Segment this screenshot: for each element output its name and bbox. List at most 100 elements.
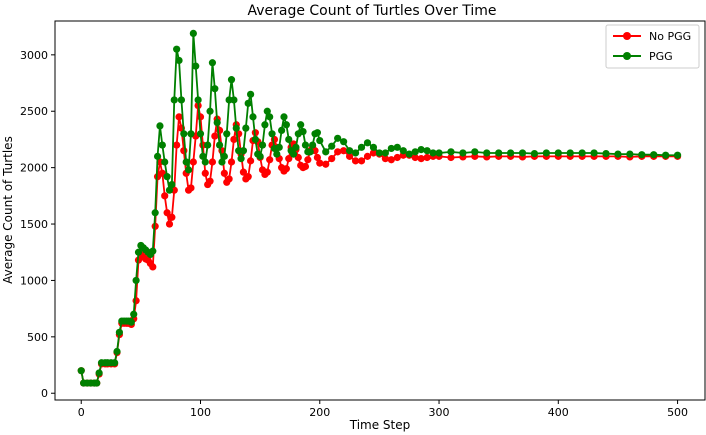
data-point-pgg — [417, 145, 425, 154]
data-point-no-pgg — [208, 158, 217, 166]
data-point-pgg — [316, 136, 324, 145]
data-point-pgg — [204, 141, 212, 149]
data-point-pgg — [175, 56, 183, 65]
x-tick-label: 0 — [78, 406, 85, 419]
data-point-pgg — [165, 186, 174, 194]
x-tick-label: 300 — [429, 406, 450, 419]
data-point-pgg — [435, 149, 443, 157]
data-point-pgg — [194, 96, 202, 104]
data-point-pgg — [244, 99, 252, 107]
data-point-pgg — [161, 158, 169, 166]
data-point-pgg — [189, 29, 197, 38]
data-point-pgg — [507, 149, 515, 157]
data-point-no-pgg — [340, 147, 348, 155]
data-point-pgg — [211, 85, 219, 93]
data-point-no-pgg — [201, 169, 209, 177]
data-point-pgg — [170, 96, 178, 104]
data-point-pgg — [340, 138, 348, 146]
chart-title: Average Count of Turtles Over Time — [247, 3, 496, 19]
data-point-pgg — [590, 149, 598, 157]
data-point-pgg — [411, 148, 419, 156]
data-point-pgg — [232, 124, 240, 132]
data-point-no-pgg — [345, 152, 354, 160]
data-point-pgg — [173, 45, 181, 53]
data-point-pgg — [285, 135, 293, 144]
data-point-pgg — [375, 149, 383, 157]
data-point-pgg — [151, 209, 159, 217]
y-tick-label: 1500 — [20, 218, 48, 231]
data-point-pgg — [351, 149, 360, 157]
data-point-pgg — [263, 107, 271, 115]
data-point-pgg — [292, 143, 300, 151]
data-point-pgg — [662, 151, 670, 159]
data-point-pgg — [213, 118, 221, 127]
data-point-pgg — [113, 347, 121, 356]
data-point-pgg — [495, 149, 503, 157]
data-point-pgg — [237, 155, 245, 163]
data-point-pgg — [405, 150, 413, 158]
data-point-pgg — [673, 151, 682, 159]
data-point-pgg — [306, 148, 314, 156]
data-point-pgg — [518, 149, 527, 157]
data-point-pgg — [273, 150, 281, 158]
data-point-pgg — [177, 96, 186, 104]
legend-marker-pgg — [623, 52, 631, 60]
data-point-no-pgg — [313, 153, 321, 162]
y-tick-label: 500 — [27, 331, 48, 344]
data-point-pgg — [261, 121, 269, 129]
y-tick-label: 3000 — [20, 49, 48, 62]
data-point-no-pgg — [423, 153, 431, 162]
data-point-pgg — [227, 76, 236, 84]
data-point-pgg — [196, 130, 205, 138]
data-point-pgg — [127, 318, 135, 326]
data-point-no-pgg — [304, 156, 312, 164]
data-point-pgg — [251, 135, 259, 144]
data-point-no-pgg — [149, 263, 157, 271]
data-point-pgg — [187, 130, 195, 138]
data-point-pgg — [208, 59, 217, 67]
data-point-pgg — [483, 149, 491, 157]
legend-label-no-pgg: No PGG — [649, 30, 691, 43]
series-layer — [77, 29, 682, 387]
data-point-no-pgg — [175, 113, 183, 121]
data-point-pgg — [381, 149, 389, 157]
plot-area — [54, 20, 706, 401]
data-point-pgg — [220, 152, 228, 160]
data-point-no-pgg — [206, 177, 214, 185]
data-point-pgg — [168, 180, 176, 189]
data-point-pgg — [218, 158, 226, 166]
data-point-no-pgg — [220, 169, 228, 177]
data-point-pgg — [393, 143, 401, 151]
data-point-no-pgg — [417, 155, 425, 163]
data-point-no-pgg — [266, 156, 274, 164]
data-point-pgg — [345, 147, 354, 155]
data-point-pgg — [289, 150, 298, 158]
data-point-pgg — [156, 122, 164, 130]
data-point-no-pgg — [196, 113, 205, 121]
x-tick-label: 200 — [309, 406, 330, 419]
data-point-pgg — [530, 149, 539, 158]
data-point-no-pgg — [244, 173, 252, 181]
data-point-no-pgg — [316, 159, 324, 167]
data-point-no-pgg — [165, 220, 174, 228]
data-point-pgg — [201, 158, 209, 166]
x-axis: 0 100 200 300 400 500 — [78, 400, 688, 419]
data-point-no-pgg — [173, 141, 181, 149]
data-point-pgg — [134, 248, 143, 256]
data-point-pgg — [334, 134, 342, 142]
data-point-no-pgg — [227, 158, 236, 166]
data-point-no-pgg — [225, 175, 233, 183]
data-point-pgg — [149, 247, 157, 255]
data-point-pgg — [313, 129, 321, 137]
data-point-pgg — [459, 149, 467, 157]
data-point-pgg — [328, 142, 336, 150]
data-point-pgg — [280, 113, 288, 121]
data-point-no-pgg — [247, 157, 255, 165]
data-point-pgg — [275, 143, 283, 151]
data-point-no-pgg — [387, 156, 395, 164]
data-point-pgg — [309, 141, 317, 149]
data-point-no-pgg — [132, 297, 140, 305]
data-point-no-pgg — [211, 132, 219, 140]
data-point-pgg — [199, 152, 207, 160]
